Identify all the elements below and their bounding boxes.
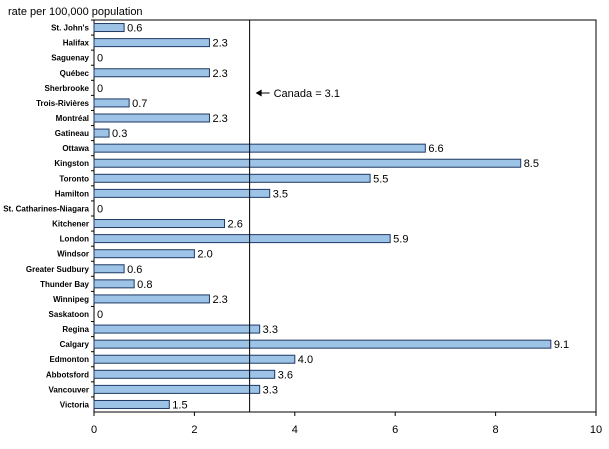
data-label: 2.3	[212, 68, 227, 80]
bar	[93, 234, 391, 244]
bar	[93, 384, 261, 394]
bar	[93, 38, 210, 48]
labels-layer: St. John's 0.6 Halifax 2.3 Saguenay 0 Québec 2.…	[3, 23, 569, 412]
reference-layer: Canada = 3.1	[249, 20, 340, 412]
category-label: Kingston	[54, 159, 89, 168]
data-label: 2.6	[228, 219, 243, 231]
data-label: 0.8	[137, 279, 152, 291]
data-label: 6.6	[428, 143, 443, 155]
category-label: Calgary	[60, 340, 90, 349]
category-label: Sherbrooke	[45, 84, 90, 93]
category-label: Regina	[62, 325, 89, 334]
reference-annotation: Canada = 3.1	[274, 88, 340, 100]
plot-area	[93, 19, 597, 413]
bar	[93, 23, 125, 33]
bar	[93, 399, 170, 409]
data-label: 9.1	[554, 339, 569, 351]
annotation-arrow-head	[255, 89, 262, 97]
data-label: 3.6	[278, 369, 293, 381]
x-tick-label: 6	[392, 424, 398, 436]
data-label: 5.9	[393, 234, 408, 246]
bar	[93, 143, 426, 153]
category-label: Vancouver	[49, 385, 89, 394]
data-label: 0.3	[112, 128, 127, 140]
category-label: Montréal	[56, 114, 89, 123]
data-label: 5.5	[373, 173, 388, 185]
category-label: Québec	[60, 69, 90, 78]
category-label: Halifax	[63, 39, 90, 48]
data-label: 2.3	[212, 38, 227, 50]
data-label: 0	[97, 83, 103, 95]
bar	[93, 188, 271, 198]
category-label: Gatineau	[55, 129, 89, 138]
category-label: Saguenay	[51, 54, 89, 63]
bar	[93, 113, 210, 123]
x-tick-label: 10	[590, 424, 602, 436]
data-label: 0.6	[127, 23, 142, 35]
bar	[93, 173, 371, 183]
data-label: 8.5	[524, 158, 539, 170]
data-label: 3.3	[263, 324, 278, 336]
category-label: Thunder Bay	[40, 280, 89, 289]
data-label: 1.5	[172, 399, 187, 411]
data-label: 3.5	[273, 188, 288, 200]
bar	[93, 294, 210, 304]
bar	[93, 369, 276, 379]
data-label: 4.0	[298, 354, 313, 366]
category-label: Toronto	[59, 174, 89, 183]
category-label: Victoria	[60, 400, 90, 409]
data-label: 0	[97, 53, 103, 65]
x-tick-label: 4	[292, 424, 298, 436]
x-tick-label: 8	[493, 424, 499, 436]
category-label: Ottawa	[62, 144, 89, 153]
category-label: Winnipeg	[53, 295, 89, 304]
bars-layer	[93, 23, 552, 409]
category-label: Saskatoon	[49, 310, 90, 319]
category-label: Edmonton	[49, 355, 89, 364]
x-tick-label: 0	[91, 424, 97, 436]
bar	[93, 249, 195, 259]
data-label: 0	[97, 309, 103, 321]
y-axis-title: rate per 100,000 population	[8, 6, 143, 18]
category-label: Windsor	[57, 250, 89, 259]
data-label: 3.3	[263, 384, 278, 396]
bar	[93, 279, 135, 289]
category-label: St. Catharines-Niagara	[3, 204, 89, 213]
data-label: 0.6	[127, 264, 142, 276]
category-label: Hamilton	[55, 189, 89, 198]
bar	[93, 128, 110, 138]
bar	[93, 98, 130, 108]
bar	[93, 339, 552, 349]
data-label: 2.3	[212, 113, 227, 125]
bar	[93, 324, 261, 334]
category-label: Greater Sudbury	[26, 265, 90, 274]
data-label: 0.7	[132, 98, 147, 110]
bar	[93, 219, 226, 229]
bar	[93, 354, 296, 364]
bar	[93, 158, 522, 168]
x-tick-label: 2	[191, 424, 197, 436]
data-label: 0	[97, 203, 103, 215]
category-label: Abbotsford	[46, 370, 89, 379]
category-label: Kitchener	[52, 220, 89, 229]
x-axis: 0 2 4 6 8 10	[91, 19, 602, 436]
category-label: Trois-Rivières	[36, 99, 89, 108]
data-label: 2.3	[212, 294, 227, 306]
category-label: St. John's	[51, 24, 89, 33]
bar	[93, 68, 210, 78]
bar	[93, 264, 125, 274]
category-label: London	[60, 235, 89, 244]
data-label: 2.0	[197, 249, 212, 261]
